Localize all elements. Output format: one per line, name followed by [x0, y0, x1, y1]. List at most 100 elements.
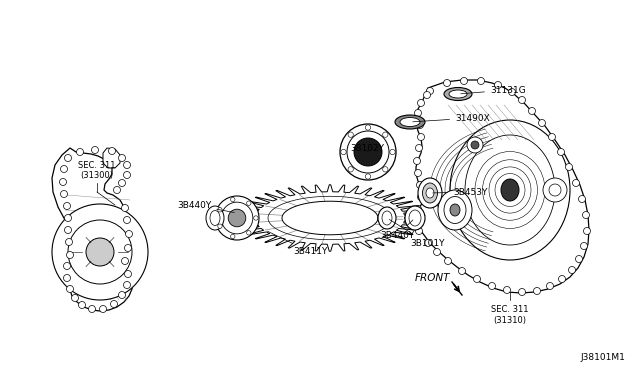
Circle shape: [124, 217, 131, 224]
Text: SEC. 311: SEC. 311: [492, 305, 529, 314]
Ellipse shape: [206, 206, 224, 230]
Circle shape: [63, 263, 70, 269]
Circle shape: [566, 164, 573, 170]
Ellipse shape: [418, 178, 442, 208]
Circle shape: [124, 171, 131, 179]
Ellipse shape: [483, 160, 538, 220]
Circle shape: [354, 138, 382, 166]
Ellipse shape: [444, 87, 472, 100]
Circle shape: [548, 134, 556, 141]
Circle shape: [365, 125, 371, 130]
Text: (31310): (31310): [493, 315, 527, 324]
Ellipse shape: [422, 183, 438, 203]
Circle shape: [495, 81, 502, 89]
Circle shape: [125, 270, 131, 278]
Circle shape: [124, 161, 131, 169]
Circle shape: [444, 80, 451, 87]
Circle shape: [474, 276, 481, 282]
Circle shape: [518, 96, 525, 103]
Circle shape: [92, 147, 99, 154]
Circle shape: [383, 167, 388, 172]
Circle shape: [221, 202, 253, 234]
Circle shape: [61, 190, 67, 198]
Circle shape: [580, 243, 588, 250]
Polygon shape: [52, 148, 133, 311]
Circle shape: [424, 240, 431, 247]
Circle shape: [559, 276, 566, 282]
Circle shape: [467, 137, 483, 153]
Circle shape: [113, 186, 120, 193]
Circle shape: [65, 154, 72, 161]
Circle shape: [504, 286, 511, 294]
Circle shape: [60, 179, 67, 186]
Circle shape: [579, 196, 586, 202]
Circle shape: [63, 202, 70, 209]
Circle shape: [584, 228, 591, 234]
Text: 38102Y: 38102Y: [350, 144, 384, 153]
Circle shape: [488, 282, 495, 289]
Circle shape: [433, 248, 440, 256]
Ellipse shape: [444, 196, 466, 224]
Circle shape: [340, 124, 396, 180]
Circle shape: [529, 108, 536, 115]
Text: 31490X: 31490X: [413, 113, 490, 122]
Circle shape: [415, 205, 422, 212]
Circle shape: [413, 217, 420, 224]
Polygon shape: [236, 185, 425, 251]
Circle shape: [52, 204, 148, 300]
Circle shape: [72, 295, 79, 301]
Text: J38101M1: J38101M1: [580, 353, 625, 362]
Circle shape: [230, 234, 235, 239]
Ellipse shape: [382, 211, 392, 225]
Circle shape: [417, 193, 424, 201]
Circle shape: [67, 251, 74, 259]
Circle shape: [426, 87, 433, 94]
Text: 3B101Y: 3B101Y: [389, 219, 445, 247]
Circle shape: [549, 184, 561, 196]
Ellipse shape: [450, 204, 460, 216]
Circle shape: [347, 131, 389, 173]
Ellipse shape: [426, 188, 434, 198]
Circle shape: [477, 77, 484, 84]
Circle shape: [65, 215, 72, 221]
Ellipse shape: [210, 211, 220, 225]
Ellipse shape: [395, 115, 425, 129]
Ellipse shape: [450, 120, 570, 260]
Text: (31300): (31300): [81, 170, 113, 180]
Ellipse shape: [449, 90, 467, 98]
Circle shape: [341, 149, 346, 155]
Circle shape: [88, 305, 95, 312]
Circle shape: [417, 99, 424, 106]
Circle shape: [445, 257, 451, 264]
Ellipse shape: [495, 173, 525, 206]
Circle shape: [77, 148, 83, 155]
Circle shape: [111, 301, 118, 308]
Ellipse shape: [378, 207, 396, 229]
Circle shape: [68, 220, 132, 284]
Circle shape: [63, 275, 70, 282]
Circle shape: [246, 201, 251, 205]
Circle shape: [415, 170, 422, 176]
Ellipse shape: [475, 151, 545, 228]
Circle shape: [124, 282, 131, 289]
Circle shape: [118, 180, 125, 186]
Circle shape: [568, 266, 575, 273]
Text: SEC. 311: SEC. 311: [78, 160, 116, 170]
Circle shape: [582, 212, 589, 218]
Circle shape: [509, 89, 515, 96]
Text: FRONT: FRONT: [415, 273, 451, 283]
Circle shape: [365, 174, 371, 179]
Circle shape: [413, 157, 420, 164]
Ellipse shape: [489, 167, 531, 213]
Circle shape: [122, 257, 129, 264]
Ellipse shape: [405, 206, 425, 230]
Circle shape: [534, 288, 541, 295]
Text: 3B411Y: 3B411Y: [268, 231, 328, 257]
Circle shape: [383, 132, 388, 137]
Circle shape: [246, 231, 251, 235]
Circle shape: [86, 238, 114, 266]
Circle shape: [218, 224, 222, 228]
Ellipse shape: [465, 135, 555, 245]
Circle shape: [228, 209, 246, 227]
Circle shape: [417, 182, 424, 189]
